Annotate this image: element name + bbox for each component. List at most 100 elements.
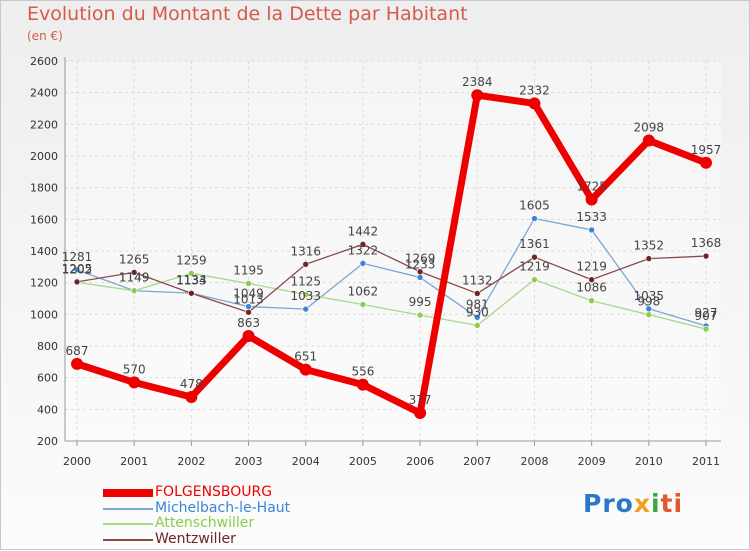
x-tick-label: 2007 — [463, 455, 491, 468]
series-point — [73, 266, 81, 274]
data-label: 1132 — [462, 273, 493, 287]
data-label: 1352 — [634, 239, 665, 253]
series-point — [359, 260, 367, 267]
brand-logo-part: x — [633, 489, 651, 518]
data-label: 556 — [351, 365, 374, 379]
data-label: 995 — [409, 295, 432, 309]
series-point — [416, 268, 424, 276]
x-tick-label: 2004 — [292, 455, 320, 468]
y-tick-label: 2600 — [30, 55, 58, 68]
x-tick-label: 2003 — [235, 455, 263, 468]
y-tick-label: 200 — [37, 435, 58, 448]
chart-title: Evolution du Montant de la Dette par Hab… — [27, 3, 468, 25]
data-label: 1219 — [576, 260, 607, 274]
series-point — [299, 363, 312, 376]
data-label: 1195 — [233, 263, 264, 277]
series-point — [245, 308, 252, 316]
series-point — [356, 378, 369, 391]
data-label: 1149 — [119, 271, 150, 285]
series-point — [188, 270, 195, 277]
data-label: 1316 — [290, 244, 321, 258]
data-label: 927 — [695, 306, 718, 320]
data-label: 1368 — [691, 236, 722, 250]
series-point — [416, 311, 424, 319]
x-tick-label: 2010 — [635, 455, 663, 468]
y-tick-label: 800 — [37, 340, 58, 353]
series-point — [702, 325, 710, 333]
x-tick-label: 2002 — [177, 455, 205, 468]
series-point — [531, 253, 538, 261]
series-point — [188, 289, 195, 297]
series-point — [645, 311, 653, 318]
data-label: 1281 — [62, 250, 93, 264]
series-point — [130, 287, 138, 295]
x-tick-label: 2009 — [578, 455, 606, 468]
series-point — [302, 291, 310, 298]
series-point — [302, 305, 310, 313]
series-point — [359, 241, 367, 248]
data-label: 1033 — [290, 289, 321, 303]
chart-subtitle: (en €) — [27, 29, 63, 43]
legend-label: Michelbach-le-Haut — [155, 499, 291, 516]
y-tick-label: 1800 — [30, 182, 58, 195]
series-point — [642, 134, 655, 147]
series-point — [242, 330, 255, 343]
x-tick-label: 2006 — [406, 455, 434, 468]
series-point — [473, 322, 481, 329]
x-tick-label: 2000 — [63, 455, 91, 468]
data-label: 1205 — [62, 262, 93, 276]
series-line — [76, 243, 707, 313]
data-label: 1265 — [119, 252, 150, 266]
series-point — [585, 193, 598, 206]
series-point — [645, 255, 653, 262]
brand-logo-part: ti — [660, 489, 684, 518]
data-label: 1442 — [348, 224, 379, 238]
series-point — [416, 274, 424, 281]
series-line — [76, 272, 707, 330]
data-label: 1086 — [576, 281, 607, 295]
series-point — [702, 252, 710, 260]
legend-label: Attenschwiller — [155, 515, 255, 531]
brand-logo-part: i — [650, 489, 661, 518]
brand-logo: Proxiti — [583, 489, 683, 518]
data-label: 1269 — [405, 252, 436, 266]
series-point — [128, 376, 141, 389]
y-tick-label: 1600 — [30, 213, 58, 226]
data-label: 1605 — [519, 199, 550, 213]
series-point — [528, 97, 541, 110]
data-label: 570 — [123, 362, 146, 376]
legend-label: FOLGENSBOURG — [155, 484, 273, 500]
y-tick-label: 400 — [37, 403, 58, 416]
data-label: 1149 — [119, 271, 150, 285]
series-point — [245, 280, 252, 287]
series-point — [302, 260, 310, 268]
data-label: 377 — [409, 393, 432, 407]
data-label: 478 — [180, 377, 203, 391]
brand-logo-part: Pro — [583, 489, 634, 518]
legend-swatch — [103, 538, 153, 541]
series-point — [700, 156, 712, 169]
data-label: 930 — [466, 305, 489, 319]
data-label: 981 — [466, 297, 489, 311]
x-tick-label: 2008 — [520, 455, 548, 468]
data-label: 1219 — [519, 260, 550, 274]
series-point — [473, 290, 481, 297]
y-tick-label: 1000 — [30, 308, 58, 321]
data-label: 1361 — [519, 237, 550, 251]
data-label: 998 — [637, 295, 660, 309]
data-label: 2384 — [462, 75, 493, 89]
series-point — [359, 301, 367, 308]
data-label: 1259 — [176, 253, 207, 267]
data-label: 2098 — [634, 120, 665, 134]
y-tick-label: 1200 — [30, 277, 58, 290]
y-tick-label: 2400 — [30, 87, 58, 100]
data-label: 1957 — [691, 143, 722, 157]
data-label: 2332 — [519, 83, 550, 97]
series-point — [588, 226, 595, 234]
series-line — [73, 91, 710, 417]
legend-swatch — [103, 489, 153, 497]
data-label: 1133 — [176, 273, 207, 287]
data-label: 1049 — [233, 287, 264, 301]
data-label: 651 — [294, 350, 317, 364]
